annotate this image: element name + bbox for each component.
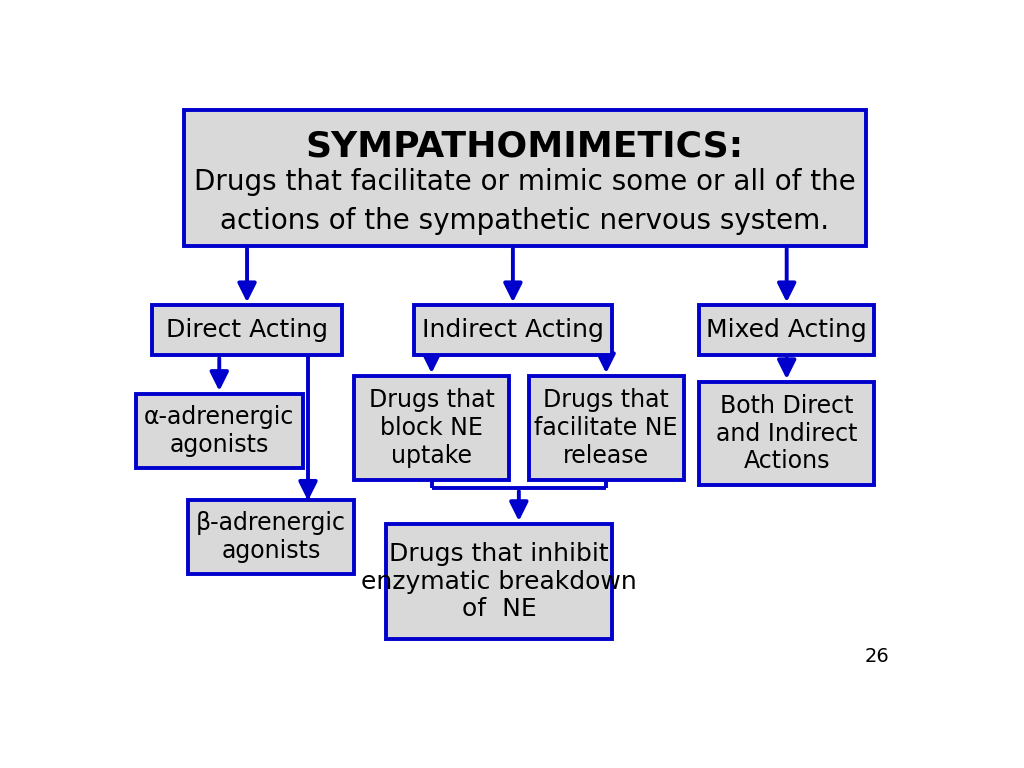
Bar — [354, 376, 509, 479]
Bar — [136, 394, 303, 468]
Bar — [414, 305, 612, 356]
Bar — [187, 500, 354, 574]
Text: Indirect Acting: Indirect Acting — [422, 318, 604, 343]
Text: α-adrenergic
agonists: α-adrenergic agonists — [144, 405, 295, 457]
Text: β-adrenergic
agonists: β-adrenergic agonists — [196, 511, 346, 563]
Bar — [528, 376, 684, 479]
Text: SYMPATHOMIMETICS:: SYMPATHOMIMETICS: — [306, 130, 743, 164]
Bar — [699, 382, 873, 485]
Bar — [183, 110, 866, 246]
Text: 26: 26 — [865, 647, 890, 666]
Text: Direct Acting: Direct Acting — [166, 318, 328, 343]
Text: Drugs that
facilitate NE
release: Drugs that facilitate NE release — [535, 388, 678, 468]
Text: Drugs that
block NE
uptake: Drugs that block NE uptake — [369, 388, 495, 468]
Bar — [386, 524, 612, 639]
Text: Both Direct
and Indirect
Actions: Both Direct and Indirect Actions — [716, 394, 857, 473]
Text: Drugs that inhibit
enzymatic breakdown
of  NE: Drugs that inhibit enzymatic breakdown o… — [361, 541, 637, 621]
Text: Mixed Acting: Mixed Acting — [707, 318, 867, 343]
Bar — [699, 305, 873, 356]
Text: Drugs that facilitate or mimic some or all of the
actions of the sympathetic ner: Drugs that facilitate or mimic some or a… — [194, 167, 856, 234]
Bar — [152, 305, 342, 356]
